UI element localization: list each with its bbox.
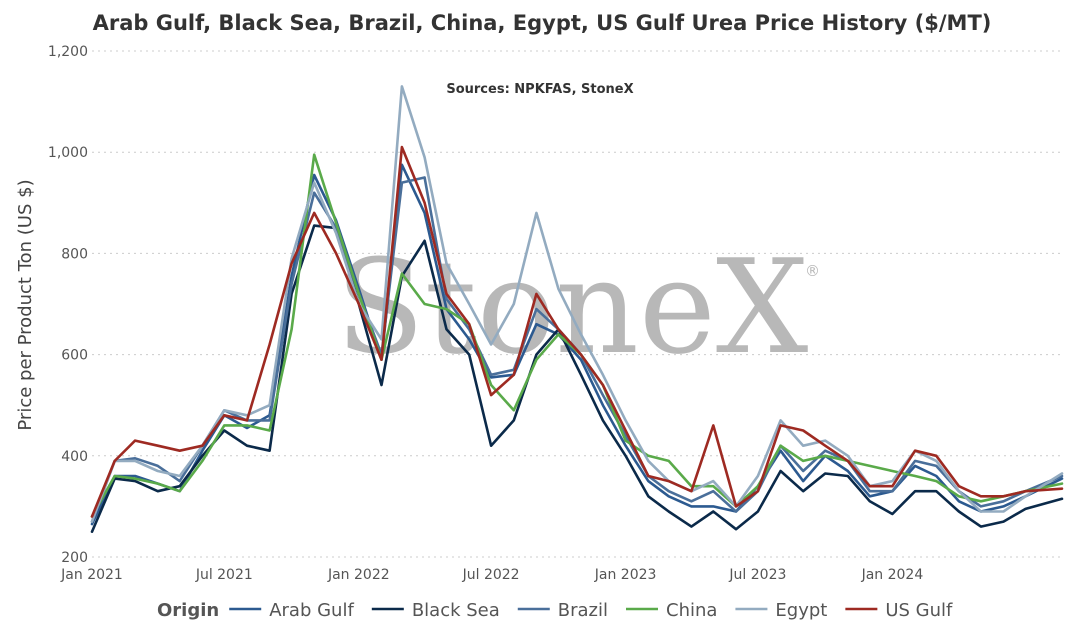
y-tick-label: 400 [61,449,88,465]
legend-label-arab-gulf: Arab Gulf [269,600,354,621]
series-line-us-gulf [90,145,1064,518]
legend-item-arab-gulf: Arab Gulf [229,600,354,621]
x-tick-label: Jan 2021 [60,567,123,583]
chart-title: Arab Gulf, Black Sea, Brazil, China, Egy… [93,11,992,35]
legend-label-china: China [666,600,717,621]
legend-label-black-sea: Black Sea [412,600,500,621]
x-tick-label: Jul 2023 [728,567,786,583]
legend: Origin Arab Gulf Black Sea Brazil China Egyp… [157,600,953,621]
legend-item-egypt: Egypt [735,600,827,621]
legend-item-china: China [626,600,717,621]
legend-label-egypt: Egypt [775,600,827,621]
chart-subtitle: Sources: NPKFAS, StoneX [446,82,633,97]
y-tick-label: 1,000 [48,145,88,161]
legend-label-brazil: Brazil [558,600,608,621]
x-tick-label: Jan 2022 [327,567,390,583]
y-tick-label: 200 [61,550,88,566]
legend-label-us-gulf: US Gulf [885,600,953,621]
y-tick-label: 800 [61,246,88,262]
x-axis-ticks: Jan 2021 Jul 2021 Jan 2022 Jul 2022 Jan 2023… [60,567,923,583]
y-axis-label: Price per Product Ton (US $) [15,179,36,430]
series-line-china [90,153,1064,518]
series-line-black-sea [90,224,1064,533]
x-tick-label: Jan 2023 [594,567,657,583]
y-tick-label: 1,200 [48,44,88,60]
x-tick-label: Jul 2022 [462,567,520,583]
legend-item-us-gulf: US Gulf [845,600,953,621]
series-lines [90,85,1064,533]
series-line-egypt [90,85,1064,523]
x-tick-label: Jan 2024 [861,567,924,583]
watermark-registered-mark: ® [805,262,820,280]
y-axis-ticks: 200 400 600 800 1,000 1,200 [48,44,88,566]
legend-item-black-sea: Black Sea [371,600,500,621]
legend-item-brazil: Brazil [517,600,608,621]
legend-title: Origin [157,600,219,621]
x-tick-label: Jul 2021 [195,567,253,583]
y-tick-label: 600 [61,348,88,364]
